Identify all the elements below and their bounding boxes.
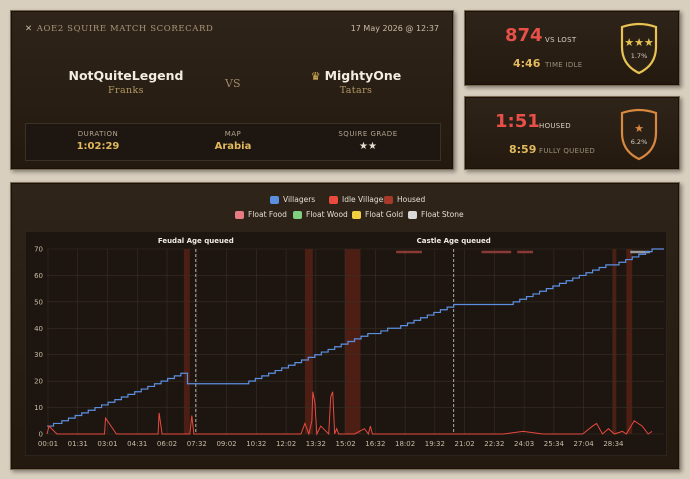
- badge-stars: ★★★: [624, 36, 654, 49]
- legend-swatch: [384, 195, 393, 204]
- x-tick-label: 01:31: [68, 440, 88, 448]
- villagers-lost-panel: 874 VS LOST 4:46 TIME IDLE ★★★ 1.7%: [464, 10, 680, 86]
- map-label: MAP: [224, 130, 242, 138]
- x-tick-label: 19:32: [425, 440, 445, 448]
- match-date: 17 May 2026 @ 12:37: [350, 24, 439, 33]
- housed-panel: 1:51 HOUSED 8:59 FULLY QUEUED ★ 6.2%: [464, 96, 680, 170]
- badge-percent: 1.7%: [631, 52, 648, 60]
- y-tick-label: 20: [34, 378, 43, 386]
- legend-swatch: [293, 210, 302, 219]
- vs-lost-value: 874: [505, 25, 543, 46]
- x-tick-label: 07:32: [187, 440, 207, 448]
- x-tick-label: 27:04: [574, 440, 595, 448]
- legend-float-gold[interactable]: Float Gold: [352, 210, 403, 219]
- timeline-chart: 0 10 20 30 40 50 60 70 00:01 01:31 03:01 04:31 06:02…: [25, 231, 667, 456]
- housed-band: [612, 249, 617, 434]
- series-villagers: [47, 248, 664, 427]
- x-tick-label: 12:02: [276, 440, 296, 448]
- x-tick-label: 16:32: [365, 440, 385, 448]
- shield-icon: ★★★ 1.7%: [620, 22, 658, 75]
- grade-info: SQUIRE GRADE ★★: [303, 130, 433, 152]
- housed-band: [626, 249, 633, 434]
- x-tick-label: 25:34: [544, 440, 565, 448]
- match-summary-panel: ✕ AOE2 SQUIRE MATCH SCORECARD 17 May 2026…: [10, 10, 454, 170]
- map-value: Arabia: [214, 141, 252, 152]
- legend-swatch: [270, 195, 279, 204]
- age-marker-label: Castle Age queued: [417, 237, 491, 245]
- x-tick-label: 18:02: [395, 440, 415, 448]
- legend-float-wood[interactable]: Float Wood: [293, 210, 348, 219]
- fully-queued-label: FULLY QUEUED: [539, 147, 596, 155]
- y-tick-label: 70: [34, 246, 43, 254]
- legend-float-food[interactable]: Float Food: [235, 210, 287, 219]
- x-tick-label: 10:32: [246, 440, 266, 448]
- housed-label: HOUSED: [539, 122, 571, 130]
- time-idle-value: 4:46: [513, 57, 541, 70]
- legend-swatch: [352, 210, 361, 219]
- x-tick-label: 13:32: [306, 440, 326, 448]
- age-marker-label: Feudal Age queued: [158, 237, 234, 245]
- legend-swatch: [235, 210, 244, 219]
- legend-villagers[interactable]: Villagers: [270, 195, 315, 204]
- y-tick-label: 50: [34, 298, 43, 306]
- plot-background: [25, 231, 667, 456]
- map-info: MAP Arabia: [168, 130, 298, 152]
- crown-icon: ♛: [310, 70, 321, 83]
- swords-icon: ✕: [25, 24, 33, 34]
- legend-idle-villagers[interactable]: Idle Villagers: [329, 195, 390, 204]
- y-tick-label: 30: [34, 351, 43, 359]
- x-tick-label: 15:02: [335, 440, 355, 448]
- player2-name: ♛ MightyOne: [310, 68, 402, 83]
- housed-value: 1:51: [495, 111, 540, 132]
- legend-swatch: [329, 195, 338, 204]
- housed-band: [304, 249, 313, 434]
- versus-label: VS: [225, 77, 241, 90]
- legend-float-stone[interactable]: Float Stone: [408, 210, 464, 219]
- player1-name: NotQuiteLegend: [68, 68, 184, 83]
- badge-stars: ★: [634, 122, 644, 135]
- timeline-chart-panel: Villagers Idle Villagers Housed Float Fo…: [10, 182, 680, 470]
- scorecard-title: ✕ AOE2 SQUIRE MATCH SCORECARD: [25, 24, 214, 34]
- badge-percent: 6.2%: [631, 138, 648, 146]
- x-tick-label: 21:02: [455, 440, 475, 448]
- player2-civ: Tatars: [339, 85, 373, 96]
- match-info-box: DURATION 1:02:29 MAP Arabia SQUIRE GRADE ★★: [25, 123, 441, 161]
- series-idle-villagers: [46, 391, 653, 436]
- x-tick-label: 24:03: [514, 440, 534, 448]
- x-tick-label: 00:01: [38, 440, 58, 448]
- legend-swatch: [408, 210, 417, 219]
- x-tick-label: 03:01: [97, 440, 117, 448]
- x-tick-label: 06:02: [157, 440, 177, 448]
- y-tick-label: 40: [34, 325, 43, 333]
- x-tick-label: 04:31: [127, 440, 147, 448]
- x-tick-label: 22:32: [484, 440, 504, 448]
- duration-info: DURATION 1:02:29: [33, 130, 163, 152]
- grade-label: SQUIRE GRADE: [338, 130, 398, 138]
- housed-band: [183, 249, 190, 434]
- y-tick-label: 10: [34, 404, 43, 412]
- y-tick-label: 0: [39, 431, 43, 439]
- legend-housed[interactable]: Housed: [384, 195, 425, 204]
- vs-lost-label: VS LOST: [545, 36, 577, 44]
- x-tick-label: 09:02: [216, 440, 236, 448]
- player1-civ: Franks: [108, 85, 144, 96]
- y-tick-label: 60: [34, 272, 43, 280]
- x-tick-label: 28:34: [603, 440, 624, 448]
- duration-value: 1:02:29: [76, 141, 120, 152]
- grade-value: ★★: [359, 141, 377, 152]
- shield-icon: ★ 6.2%: [620, 108, 658, 161]
- fully-queued-value: 8:59: [509, 143, 537, 156]
- time-idle-label: TIME IDLE: [545, 61, 583, 69]
- duration-label: DURATION: [77, 130, 119, 138]
